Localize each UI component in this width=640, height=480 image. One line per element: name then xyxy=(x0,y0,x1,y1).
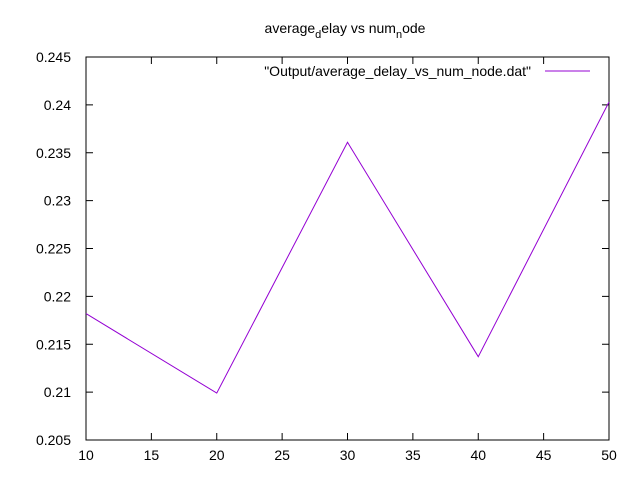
y-tick-label: 0.23 xyxy=(44,193,71,209)
y-tick-label: 0.245 xyxy=(36,49,71,65)
y-tick-label: 0.215 xyxy=(36,336,71,352)
chart-title-part-1: average xyxy=(265,20,316,36)
x-tick-label: 40 xyxy=(470,447,486,463)
x-tick-label: 10 xyxy=(78,447,94,463)
y-tick-label: 0.225 xyxy=(36,241,71,257)
y-tick-label: 0.235 xyxy=(36,145,71,161)
x-tick-label: 50 xyxy=(601,447,617,463)
x-tick-label: 35 xyxy=(405,447,421,463)
chart-title-part-3: ode xyxy=(402,20,426,36)
x-axis-ticks: 10 15 20 25 30 35 40 45 50 xyxy=(78,57,617,463)
series-layer xyxy=(85,101,610,394)
series-line xyxy=(85,101,610,394)
chart-title-part-2: elay vs num xyxy=(321,20,396,36)
chart-title: averagedelay vs numnode xyxy=(265,20,426,41)
x-tick-label: 30 xyxy=(340,447,356,463)
x-tick-label: 20 xyxy=(209,447,225,463)
y-tick-label: 0.24 xyxy=(44,97,71,113)
plot-frame xyxy=(85,56,610,441)
legend-label: "Output/average_delay_vs_num_node.dat" xyxy=(264,63,531,79)
y-tick-label: 0.21 xyxy=(44,384,71,400)
legend: "Output/average_delay_vs_num_node.dat" xyxy=(264,63,590,79)
chart-title-subscript-1: d xyxy=(315,29,321,41)
y-tick-label: 0.22 xyxy=(44,288,71,304)
x-tick-label: 15 xyxy=(144,447,160,463)
x-tick-label: 45 xyxy=(536,447,552,463)
y-tick-label: 0.205 xyxy=(36,432,71,448)
x-tick-label: 25 xyxy=(274,447,290,463)
chart-title-subscript-2: n xyxy=(396,29,402,41)
y-axis-ticks: 0.205 0.21 0.215 0.22 0.225 0.23 0.235 0.24 0.24… xyxy=(36,49,609,448)
